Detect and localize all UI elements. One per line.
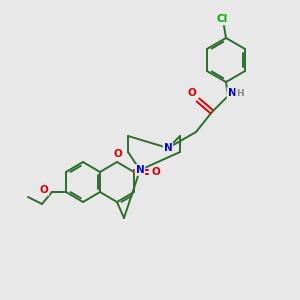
- Text: N: N: [136, 165, 144, 175]
- Text: N: N: [164, 143, 172, 153]
- Text: H: H: [236, 88, 244, 98]
- Text: O: O: [40, 185, 48, 195]
- Text: N: N: [228, 88, 236, 98]
- Text: O: O: [188, 88, 196, 98]
- Text: O: O: [114, 149, 122, 159]
- Text: O: O: [152, 167, 160, 177]
- Text: Cl: Cl: [216, 14, 228, 24]
